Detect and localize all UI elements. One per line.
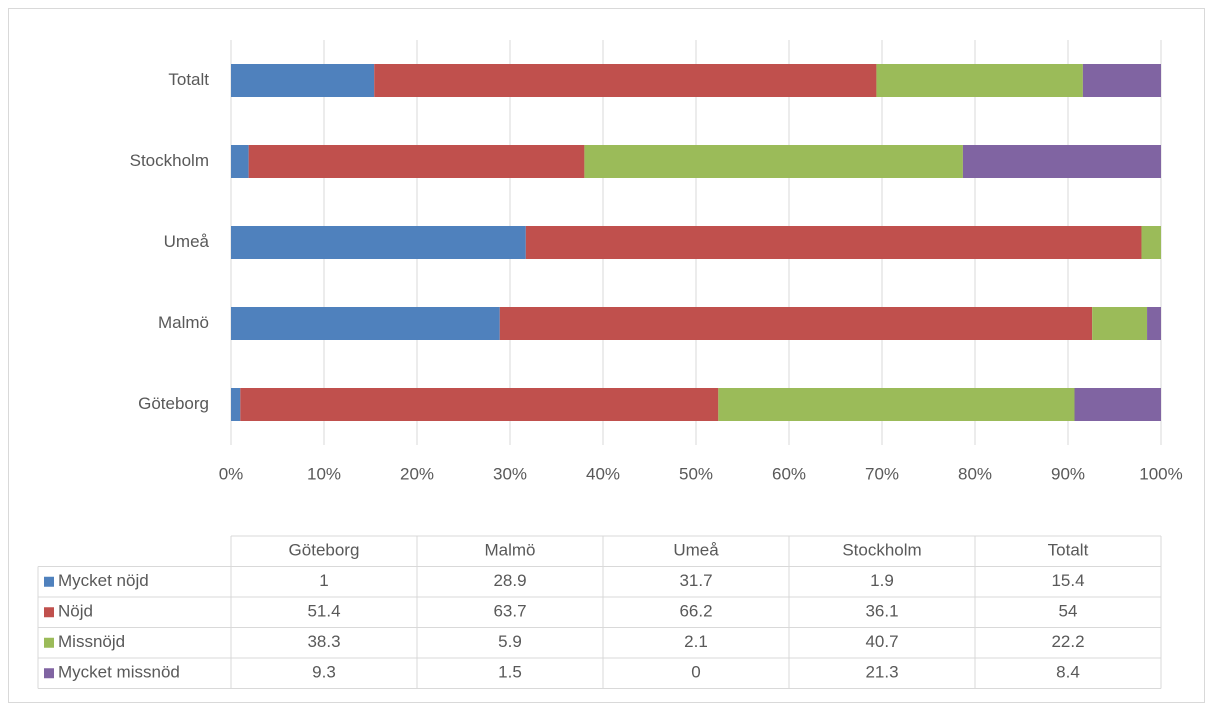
table-cell: 9.3 — [312, 663, 336, 682]
x-tick-label: 100% — [1139, 464, 1182, 483]
table-cell: 51.4 — [307, 602, 340, 621]
bar-segment — [374, 64, 877, 97]
table-header: Stockholm — [842, 541, 921, 560]
bar-segment — [231, 307, 500, 340]
bar-segment — [876, 64, 1083, 97]
bar-segment — [231, 145, 249, 178]
bar-segment — [231, 226, 526, 259]
bar-segment — [962, 145, 1161, 178]
bar-segment — [240, 388, 719, 421]
table-cell: 0 — [691, 663, 700, 682]
bar-segment — [1141, 226, 1161, 259]
bar-segment — [248, 145, 585, 178]
table-cell: 66.2 — [679, 602, 712, 621]
table-header: Göteborg — [289, 541, 360, 560]
bar-segment — [1082, 64, 1161, 97]
table-cell: 15.4 — [1051, 571, 1084, 590]
bar-segment — [231, 64, 375, 97]
bar-segment — [231, 388, 241, 421]
y-tick-label: Totalt — [168, 70, 209, 89]
table-cell: 40.7 — [865, 632, 898, 651]
table-cell: 28.9 — [493, 571, 526, 590]
table-header: Umeå — [673, 541, 719, 560]
x-tick-label: 30% — [493, 464, 527, 483]
x-tick-label: 50% — [679, 464, 713, 483]
table-cell: 63.7 — [493, 602, 526, 621]
table-cell: 22.2 — [1051, 632, 1084, 651]
table-cell: 1 — [319, 571, 328, 590]
table-cell: 5.9 — [498, 632, 522, 651]
x-tick-label: 70% — [865, 464, 899, 483]
legend-key — [44, 576, 54, 587]
legend-key — [44, 607, 54, 618]
table-cell: 1.5 — [498, 663, 522, 682]
legend-key — [44, 637, 54, 648]
table-cell: 31.7 — [679, 571, 712, 590]
table-cell: 36.1 — [865, 602, 898, 621]
bar-segment — [584, 145, 963, 178]
x-tick-label: 90% — [1051, 464, 1085, 483]
y-tick-label: Göteborg — [138, 394, 209, 413]
table-cell: 8.4 — [1056, 663, 1080, 682]
table-header: Malmö — [484, 541, 535, 560]
bar-segment — [1147, 307, 1161, 340]
table-cell: 38.3 — [307, 632, 340, 651]
table-cell: 54 — [1059, 602, 1078, 621]
chart-border — [8, 8, 1205, 703]
table-cell: 21.3 — [865, 663, 898, 682]
legend-label: Mycket nöjd — [58, 571, 149, 590]
x-tick-label: 60% — [772, 464, 806, 483]
x-tick-label: 80% — [958, 464, 992, 483]
legend-label: Mycket missnöd — [58, 663, 180, 682]
x-tick-label: 0% — [219, 464, 244, 483]
table-cell: 1.9 — [870, 571, 894, 590]
bar-segment — [1074, 388, 1161, 421]
legend-key — [44, 668, 54, 679]
legend-label: Missnöjd — [58, 632, 125, 651]
x-tick-label: 20% — [400, 464, 434, 483]
table-cell: 2.1 — [684, 632, 708, 651]
x-tick-label: 40% — [586, 464, 620, 483]
y-tick-label: Stockholm — [130, 151, 209, 170]
y-tick-label: Umeå — [164, 232, 210, 251]
bar-segment — [1092, 307, 1148, 340]
table-header: Totalt — [1048, 541, 1089, 560]
x-tick-label: 10% — [307, 464, 341, 483]
y-tick-label: Malmö — [158, 313, 209, 332]
bar-segment — [525, 226, 1142, 259]
bar-segment — [718, 388, 1075, 421]
legend-label: Nöjd — [58, 602, 93, 621]
bar-segment — [499, 307, 1093, 340]
